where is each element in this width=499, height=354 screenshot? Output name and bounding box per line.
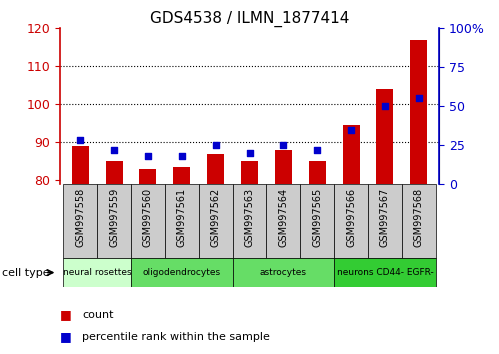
Text: percentile rank within the sample: percentile rank within the sample xyxy=(82,332,270,342)
Point xyxy=(144,153,152,159)
Bar xyxy=(233,184,266,258)
Text: GSM997560: GSM997560 xyxy=(143,188,153,247)
Bar xyxy=(207,154,224,184)
Bar xyxy=(309,161,326,184)
Bar xyxy=(343,125,360,184)
Bar xyxy=(402,184,436,258)
Point xyxy=(347,127,355,132)
Text: neural rosettes: neural rosettes xyxy=(63,268,131,277)
Text: GSM997565: GSM997565 xyxy=(312,188,322,247)
Text: GSM997561: GSM997561 xyxy=(177,188,187,247)
Bar xyxy=(97,184,131,258)
Bar xyxy=(165,184,199,258)
Bar xyxy=(334,258,436,287)
Bar xyxy=(63,184,97,258)
Bar xyxy=(300,184,334,258)
Bar xyxy=(131,184,165,258)
Bar xyxy=(63,258,131,287)
Point xyxy=(246,150,253,156)
Point xyxy=(313,147,321,153)
Point xyxy=(212,142,220,148)
Text: ■: ■ xyxy=(60,331,72,343)
Text: astrocytes: astrocytes xyxy=(260,268,307,277)
Bar xyxy=(139,169,156,184)
Bar xyxy=(173,167,190,184)
Text: GSM997564: GSM997564 xyxy=(278,188,288,247)
Bar xyxy=(241,161,258,184)
Bar xyxy=(275,150,292,184)
Bar xyxy=(72,146,89,184)
Point xyxy=(279,142,287,148)
Point xyxy=(76,138,84,143)
Title: GDS4538 / ILMN_1877414: GDS4538 / ILMN_1877414 xyxy=(150,11,349,27)
Text: neurons CD44- EGFR-: neurons CD44- EGFR- xyxy=(336,268,433,277)
Text: GSM997568: GSM997568 xyxy=(414,188,424,247)
Text: GSM997567: GSM997567 xyxy=(380,188,390,247)
Bar xyxy=(376,89,393,184)
Text: GSM997559: GSM997559 xyxy=(109,188,119,247)
Text: cell type: cell type xyxy=(2,268,50,278)
Text: oligodendrocytes: oligodendrocytes xyxy=(143,268,221,277)
Text: ■: ■ xyxy=(60,308,72,321)
Text: GSM997558: GSM997558 xyxy=(75,188,85,247)
Text: GSM997562: GSM997562 xyxy=(211,188,221,247)
Bar xyxy=(233,258,334,287)
Point xyxy=(110,147,118,153)
Bar xyxy=(410,40,427,184)
Bar xyxy=(106,161,123,184)
Text: GSM997566: GSM997566 xyxy=(346,188,356,247)
Bar xyxy=(368,184,402,258)
Point xyxy=(415,96,423,101)
Point xyxy=(381,103,389,109)
Bar xyxy=(266,184,300,258)
Bar xyxy=(199,184,233,258)
Point xyxy=(178,153,186,159)
Bar xyxy=(131,258,233,287)
Text: GSM997563: GSM997563 xyxy=(245,188,254,247)
Text: count: count xyxy=(82,310,114,320)
Bar xyxy=(334,184,368,258)
